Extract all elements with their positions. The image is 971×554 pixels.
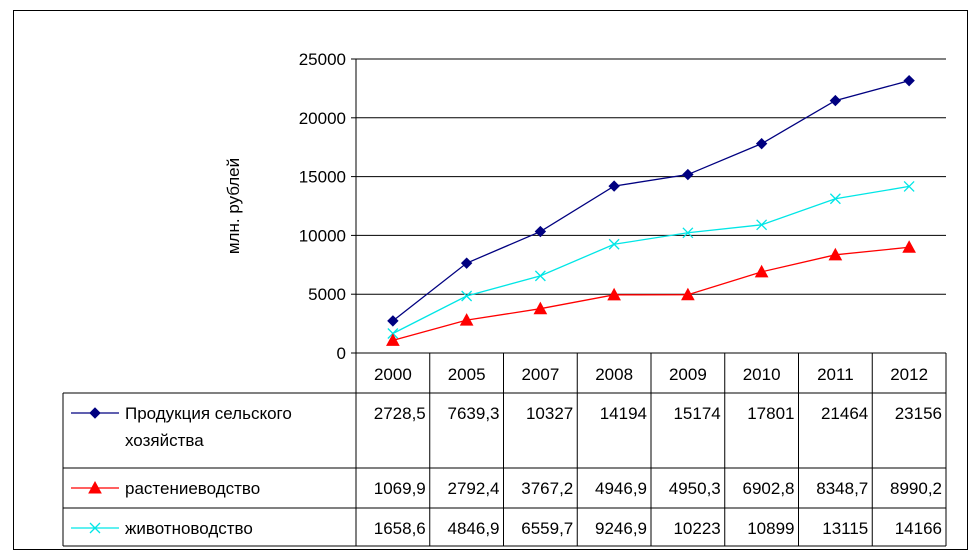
legend-label-0-1: хозяйства — [125, 431, 204, 450]
y-tick-label-15000: 15000 — [299, 168, 346, 187]
series-0-point-2011 — [829, 94, 842, 107]
table-value-1-2011: 8348,7 — [816, 479, 868, 498]
series-1-point-2005 — [459, 313, 474, 326]
table-value-0-2007: 10327 — [526, 404, 573, 423]
y-tick-label-0: 0 — [337, 344, 346, 363]
y-tick-label-25000: 25000 — [299, 50, 346, 69]
series-1-point-2008 — [607, 287, 621, 301]
series-0-point-2000 — [387, 315, 399, 327]
legend-label-2-0: животноводство — [125, 519, 253, 538]
legend-label-1-0: растениеводство — [125, 479, 260, 498]
series-0-point-2008 — [608, 180, 620, 192]
series-1-point-2007 — [533, 301, 548, 315]
table-value-2-2009: 10223 — [673, 519, 720, 538]
legend-key-marker-1 — [88, 480, 102, 494]
table-value-1-2010: 6902,8 — [743, 479, 795, 498]
table-value-2-2007: 6559,7 — [521, 519, 573, 538]
y-tick-label-5000: 5000 — [308, 285, 346, 304]
legend-key-marker-0 — [89, 407, 101, 419]
table-value-0-2005: 7639,3 — [448, 404, 500, 423]
table-value-1-2008: 4946,9 — [595, 479, 647, 498]
table-value-0-2000: 2728,5 — [374, 404, 426, 423]
series-2-point-2010 — [756, 219, 768, 231]
series-0-point-2012 — [903, 74, 915, 87]
legend-key-marker-2 — [89, 522, 101, 534]
series-2-point-2012 — [903, 180, 915, 192]
table-value-0-2012: 23156 — [895, 404, 942, 423]
table-value-2-2012: 14166 — [895, 519, 942, 538]
series-line-1 — [392, 246, 910, 342]
series-1-point-2012 — [902, 240, 916, 253]
series-2-point-2011 — [829, 193, 841, 205]
series-2-point-2009 — [682, 227, 694, 239]
table-value-2-2005: 4846,9 — [448, 519, 500, 538]
table-value-1-2000: 1069,9 — [374, 479, 426, 498]
table-value-2-2008: 9246,9 — [595, 519, 647, 538]
series-1-point-2011 — [828, 247, 843, 261]
table-value-1-2005: 2792,4 — [448, 479, 500, 498]
legend-label-0-0: Продукция сельского — [125, 404, 292, 423]
series-line-0 — [392, 80, 910, 322]
table-value-2-2010: 10899 — [747, 519, 794, 538]
category-label-2005: 2005 — [448, 365, 486, 384]
category-label-2007: 2007 — [521, 365, 559, 384]
series-2-point-2005 — [461, 290, 473, 302]
series-0-point-2010 — [755, 137, 768, 150]
table-value-1-2012: 8990,2 — [890, 479, 942, 498]
y-axis-label: млн. рублей — [224, 158, 243, 254]
series-2-point-2008 — [608, 238, 620, 250]
category-label-2000: 2000 — [374, 365, 412, 384]
chart-frame — [13, 10, 968, 550]
series-line-2 — [392, 185, 910, 335]
table-value-1-2009: 4950,3 — [669, 479, 721, 498]
table-value-0-2008: 14194 — [600, 404, 647, 423]
series-2-point-2007 — [534, 270, 546, 282]
table-value-0-2010: 17801 — [747, 404, 794, 423]
y-tick-label-20000: 20000 — [299, 109, 346, 128]
table-value-2-2011: 13115 — [822, 519, 868, 538]
category-label-2012: 2012 — [890, 365, 928, 384]
table-value-2-2000: 1658,6 — [374, 519, 426, 538]
y-tick-label-10000: 10000 — [299, 226, 346, 245]
table-value-1-2007: 3767,2 — [521, 479, 573, 498]
table-value-0-2009: 15174 — [673, 404, 720, 423]
category-label-2010: 2010 — [743, 365, 781, 384]
series-0-point-2005 — [460, 257, 473, 269]
table-value-0-2011: 21464 — [821, 404, 868, 423]
category-label-2011: 2011 — [817, 365, 854, 384]
category-label-2008: 2008 — [595, 365, 633, 384]
series-0-point-2007 — [534, 225, 547, 238]
category-label-2009: 2009 — [669, 365, 707, 384]
series-1-point-2010 — [754, 264, 769, 278]
series-1-point-2009 — [681, 287, 695, 301]
series-1-point-2000 — [386, 333, 400, 346]
series-0-point-2009 — [682, 168, 694, 181]
